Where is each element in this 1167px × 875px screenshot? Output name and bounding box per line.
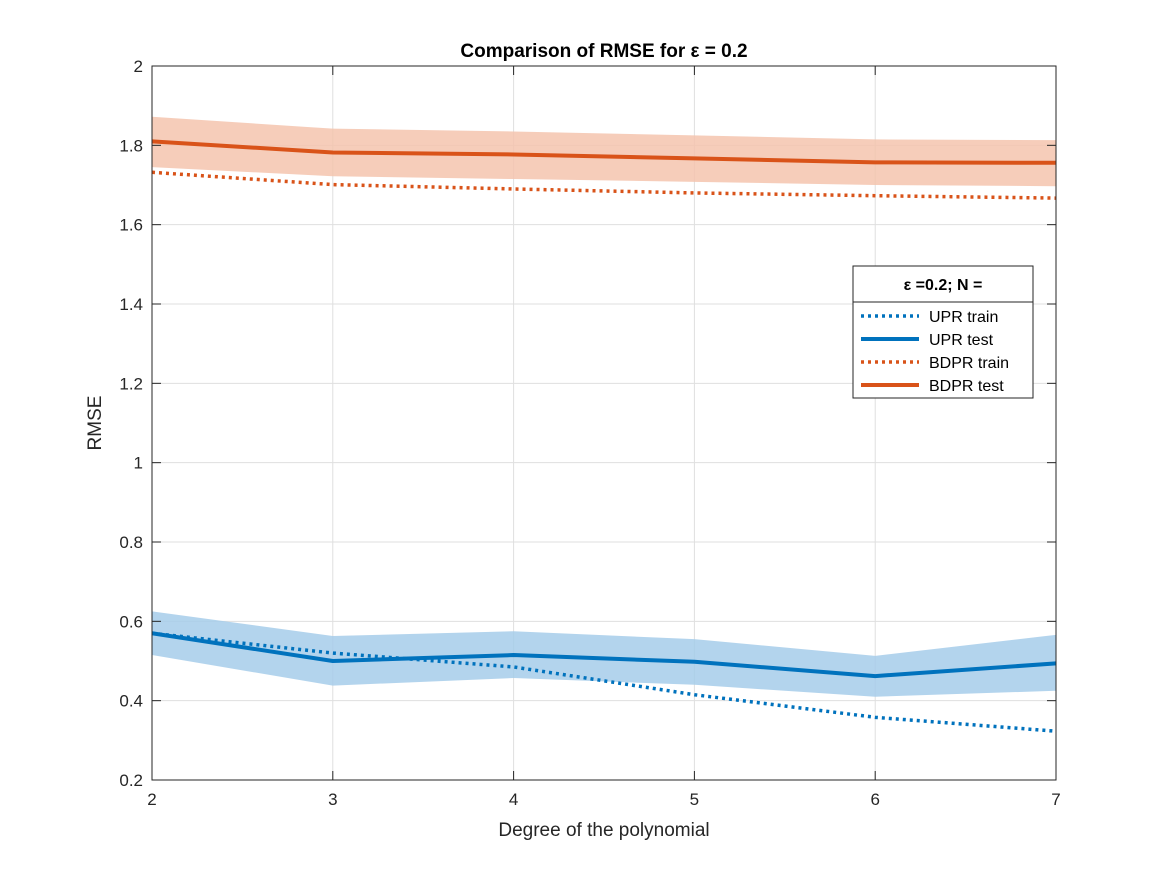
y-tick-label: 1.4 [119, 295, 143, 314]
legend-entry-label: UPR test [929, 332, 994, 349]
series-line [151, 631, 1057, 733]
chart-title: Comparison of RMSE for ε = 0.2 [460, 41, 747, 62]
x-axis-label: Degree of the polynomial [498, 820, 709, 841]
plot-frame [151, 65, 1057, 781]
confidence-bands [152, 116, 1056, 697]
series-line [151, 139, 1057, 165]
series-line [151, 631, 1057, 679]
axis-ticks: 2 3 4 5 6 7 0.2 0.4 0.6 0.8 1 1.2 1.4 1.6 1.8 2 [119, 57, 1060, 809]
y-tick-label: 0.8 [119, 533, 143, 552]
y-tick-label: 1.8 [119, 136, 143, 155]
x-tick-label: 7 [1051, 790, 1060, 809]
legend-entry-label: BDPR test [929, 378, 1004, 395]
x-tick-label: 2 [147, 790, 156, 809]
y-tick-label: 0.4 [119, 692, 143, 711]
y-tick-label: 2 [134, 57, 143, 76]
confidence-band [152, 116, 1056, 187]
confidence-band [152, 611, 1056, 697]
legend-title: ε =0.2; N = [904, 277, 983, 294]
legend-box [852, 265, 1034, 399]
legend-entry-label: BDPR train [929, 355, 1009, 372]
x-tick-label: 4 [509, 790, 518, 809]
legend-entries: UPR train UPR test BDPR train BDPR test [861, 309, 1009, 395]
y-axis-label: RMSE [85, 396, 106, 451]
legend-entry-label: UPR train [929, 309, 998, 326]
x-tick-label: 6 [870, 790, 879, 809]
series-lines [151, 139, 1057, 733]
y-tick-label: 0.6 [119, 612, 143, 631]
y-tick-label: 1.6 [119, 216, 143, 235]
y-tick-label: 1 [134, 454, 143, 473]
legend: ε =0.2; N = UPR train UPR test BDPR train B… [852, 265, 1034, 399]
y-tick-label: 0.2 [119, 771, 143, 790]
y-tick-label: 1.2 [119, 374, 143, 393]
x-tick-label: 3 [328, 790, 337, 809]
x-tick-label: 5 [690, 790, 699, 809]
